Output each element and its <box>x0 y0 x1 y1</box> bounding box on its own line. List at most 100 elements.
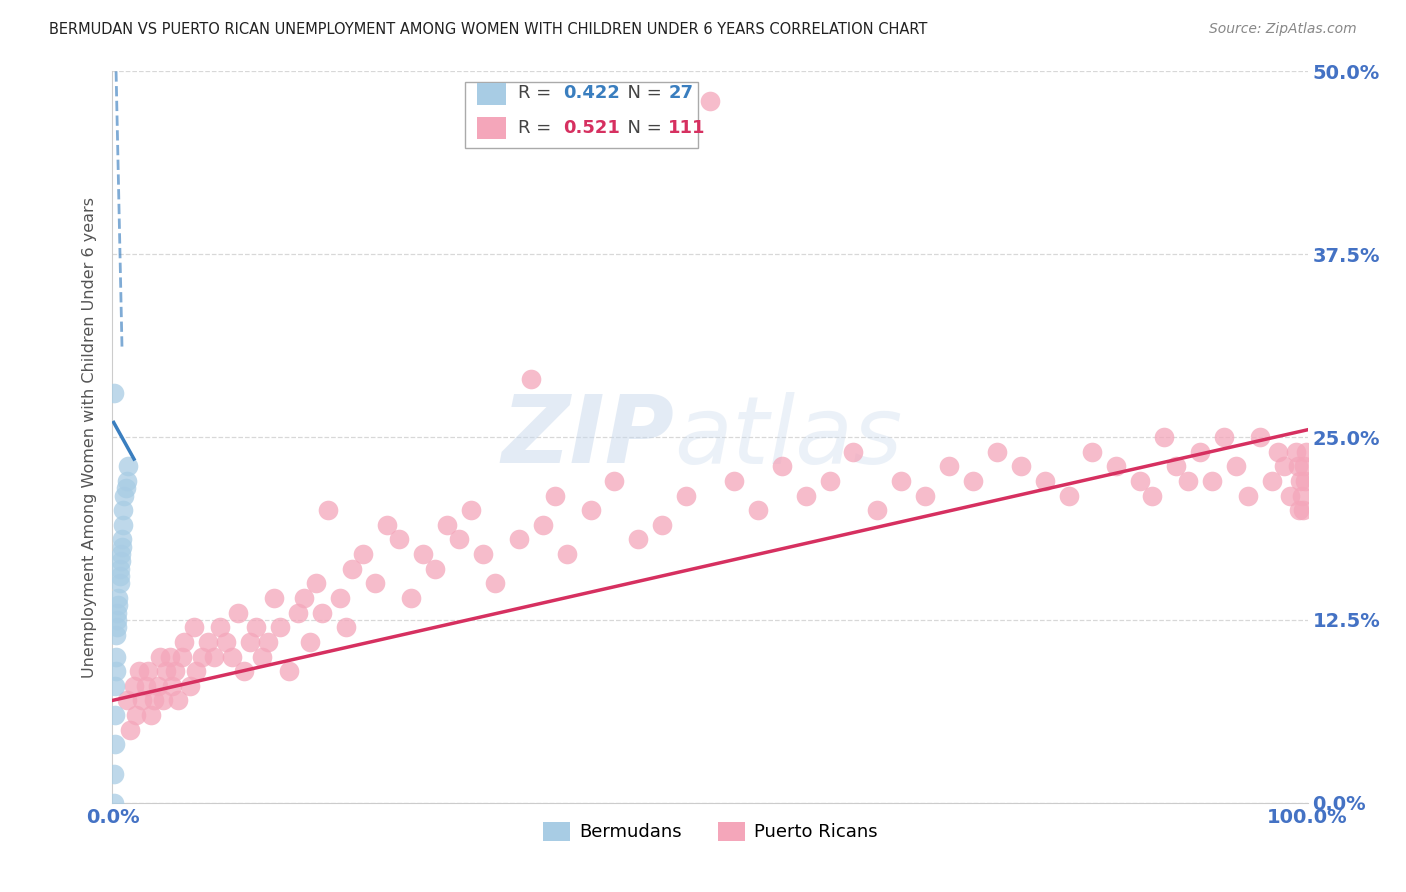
Point <box>115 693 138 707</box>
Point <box>1292 459 1315 474</box>
Point <box>1288 503 1310 517</box>
Text: 0.422: 0.422 <box>562 85 620 103</box>
Point <box>890 474 912 488</box>
Point <box>202 649 225 664</box>
Point <box>1177 474 1199 488</box>
Point <box>508 533 530 547</box>
Point <box>543 489 565 503</box>
Point <box>117 459 139 474</box>
Point <box>364 576 387 591</box>
Point <box>257 635 280 649</box>
Point <box>167 693 190 707</box>
Point <box>436 517 458 532</box>
Point <box>103 766 125 780</box>
Point <box>263 591 285 605</box>
Point <box>747 503 769 517</box>
Point <box>103 796 125 810</box>
Point <box>1153 430 1175 444</box>
Point <box>1286 459 1309 474</box>
Point <box>447 533 470 547</box>
Point <box>1261 474 1284 488</box>
Text: ZIP: ZIP <box>502 391 675 483</box>
Point <box>723 474 745 488</box>
Text: 0.521: 0.521 <box>562 119 620 136</box>
Point <box>352 547 374 561</box>
Legend: Bermudans, Puerto Ricans: Bermudans, Puerto Ricans <box>536 814 884 848</box>
Point <box>183 620 205 634</box>
Point <box>250 649 273 664</box>
Point <box>114 489 135 503</box>
Text: N =: N = <box>616 119 666 136</box>
Point <box>1105 459 1128 474</box>
Point <box>914 489 936 503</box>
Point <box>278 664 301 678</box>
Point <box>305 576 328 591</box>
Point <box>152 693 174 707</box>
Point <box>138 664 160 678</box>
Point <box>531 517 554 532</box>
Point <box>105 620 128 634</box>
Point <box>1225 459 1247 474</box>
Point <box>143 693 166 707</box>
Point <box>120 723 142 737</box>
Point <box>377 517 399 532</box>
Point <box>110 554 132 568</box>
Point <box>104 737 127 751</box>
Point <box>1142 489 1164 503</box>
Point <box>1010 459 1032 474</box>
Point <box>1291 489 1313 503</box>
Point <box>162 679 183 693</box>
Point <box>842 444 865 458</box>
Point <box>651 517 673 532</box>
Point <box>1278 489 1301 503</box>
Point <box>675 489 697 503</box>
Point <box>139 708 162 723</box>
Point <box>1189 444 1212 458</box>
Point <box>159 649 181 664</box>
Point <box>770 459 793 474</box>
Point <box>472 547 495 561</box>
Bar <box>477 118 506 139</box>
Point <box>215 635 238 649</box>
Point <box>1295 444 1317 458</box>
Point <box>114 481 136 495</box>
Point <box>122 679 145 693</box>
Point <box>1294 474 1316 488</box>
Point <box>579 503 602 517</box>
Point <box>627 533 650 547</box>
Point <box>107 591 129 605</box>
Point <box>112 517 135 532</box>
Point <box>239 635 262 649</box>
Point <box>146 679 169 693</box>
Point <box>1129 474 1152 488</box>
Point <box>110 547 132 561</box>
Y-axis label: Unemployment Among Women with Children Under 6 years: Unemployment Among Women with Children U… <box>82 196 97 678</box>
Point <box>1285 444 1308 458</box>
Point <box>603 474 626 488</box>
Point <box>1272 459 1295 474</box>
Point <box>292 591 315 605</box>
Point <box>179 679 201 693</box>
Point <box>112 503 135 517</box>
Point <box>221 649 243 664</box>
Point <box>555 547 578 561</box>
Point <box>104 708 127 723</box>
Point <box>104 679 127 693</box>
Point <box>1292 503 1315 517</box>
Point <box>149 649 172 664</box>
Point <box>1213 430 1236 444</box>
Point <box>311 606 333 620</box>
Point <box>340 562 363 576</box>
Point <box>866 503 889 517</box>
Point <box>484 576 506 591</box>
Point <box>335 620 357 634</box>
Point <box>1081 444 1104 458</box>
Point <box>103 386 125 401</box>
Point <box>316 503 339 517</box>
Point <box>245 620 267 634</box>
Point <box>962 474 984 488</box>
Point <box>105 649 128 664</box>
Point <box>699 94 721 108</box>
Point <box>173 635 195 649</box>
Bar <box>465 82 699 148</box>
